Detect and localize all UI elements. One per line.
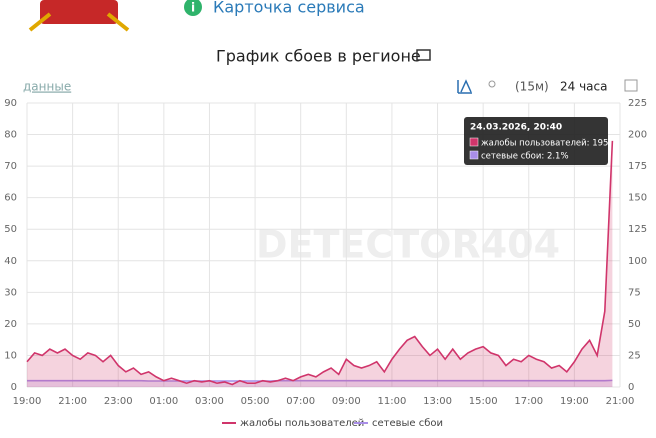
x-tick-label: 19:00 [13,396,42,407]
y2-tick-label: 125 [628,224,647,235]
tooltip-title: 24.03.2026, 20:40 [470,123,562,133]
y-tick-label: 20 [4,319,17,330]
legend-label: сетевые сбои [372,418,443,429]
x-tick-label: 13:00 [423,396,452,407]
title-icon [416,49,431,61]
period[interactable]: 24 часа [560,80,607,94]
y-tick-label: 0 [11,382,17,393]
x-tick-label: 19:00 [560,396,589,407]
chart-type-icon[interactable] [457,79,472,94]
area [27,380,613,387]
y-tick-label: 30 [4,287,17,298]
x-tick-label: 09:00 [332,396,361,407]
chart-title: График сбоев в регионе [216,47,421,66]
tooltip-box [464,117,608,165]
y2-tick-label: 175 [628,161,647,172]
y2-tick-label: 100 [628,256,647,267]
y2-tick-label: 0 [628,382,634,393]
tooltip-swatch [469,137,479,147]
data-link[interactable]: данные [23,80,71,94]
tooltip-swatch [469,150,479,160]
line [27,379,613,382]
x-tick-label: 15:00 [469,396,498,407]
tooltip-line: сетевые сбои: 2.1% [481,152,569,162]
y2-tick-label: 50 [628,319,641,330]
logo [28,0,130,32]
x-tick-label: 05:00 [241,396,270,407]
tooltip: 24.03.2026, 20:40 жалобы пользователей: 1… [464,117,608,165]
user-icon[interactable] [488,80,496,88]
x-tick-label: 11:00 [378,396,407,407]
line [26,140,614,386]
y-tick-label: 70 [4,161,17,172]
x-tick-label: 01:00 [149,396,178,407]
y2-tick-label: 75 [628,287,641,298]
legend-label: жалобы пользователей [240,418,364,429]
y2-tick-label: 225 [628,98,647,109]
x-tick-label: 17:00 [514,396,543,407]
y-tick-label: 60 [4,193,17,204]
tooltip-line: жалобы пользователей: 195 [481,139,608,149]
calendar-icon[interactable] [624,79,638,92]
info-glyph: i [191,1,195,15]
x-tick-label: 23:00 [104,396,133,407]
y2-tick-label: 150 [628,193,647,204]
x-tick-label: 21:00 [58,396,87,407]
interval[interactable]: (15м) [515,80,549,94]
plot: 0 10 20 30 40 50 60 70 80 90 0 25 50 75 100 125 150 175 20… [4,98,647,429]
x-tick-label: 21:00 [606,396,635,407]
y-tick-label: 40 [4,256,17,267]
x-tick-label: 03:00 [195,396,224,407]
y-tick-label: 10 [4,350,17,361]
y-tick-label: 50 [4,224,17,235]
y2-tick-label: 25 [628,350,641,361]
x-tick-label: 07:00 [286,396,315,407]
info-icon [184,0,202,16]
watermark: DETECTOR404 [256,223,560,267]
y-tick-label: 90 [4,98,17,109]
area [27,140,613,387]
y-tick-label: 80 [4,130,17,141]
y2-tick-label: 200 [628,130,647,141]
service-card-link[interactable]: Карточка сервиса [213,0,365,17]
